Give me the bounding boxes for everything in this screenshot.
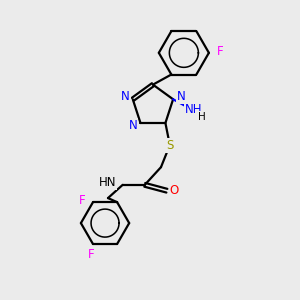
Text: H: H [198, 112, 206, 122]
Text: F: F [88, 248, 95, 261]
Text: N: N [177, 90, 186, 104]
Text: O: O [169, 184, 179, 197]
Text: N: N [121, 90, 130, 104]
Text: NH: NH [185, 103, 202, 116]
Text: F: F [79, 194, 85, 207]
Text: S: S [166, 139, 173, 152]
Text: N: N [129, 119, 137, 132]
Text: HN: HN [99, 176, 116, 189]
Text: F: F [217, 45, 224, 58]
